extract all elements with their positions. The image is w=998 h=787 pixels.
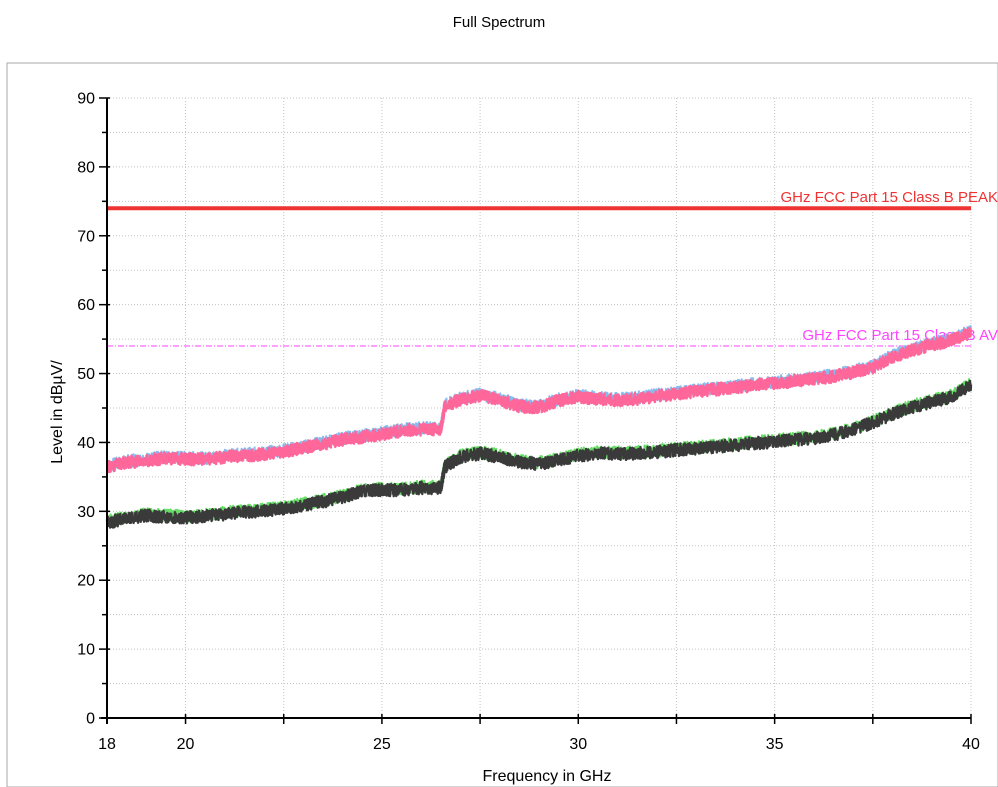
y-tick-label: 50 [77, 366, 95, 383]
series-line-2 [105, 327, 973, 474]
chart-frame [6, 62, 998, 787]
x-tick-label: 25 [373, 736, 391, 753]
x-tick-label: 18 [98, 736, 116, 753]
axes: 0 10 20 30 40 50 60 70 80 90 18 20 25 30 35 40 [77, 91, 980, 754]
x-tick-label: 35 [766, 736, 784, 753]
x-tick-label: 20 [177, 736, 195, 753]
chart-title: Full Spectrum [453, 14, 546, 31]
y-tick-label: 60 [77, 297, 95, 314]
y-tick-label: 0 [86, 711, 95, 728]
limit-line-label: GHz FCC Part 15 Class B PEAK [780, 189, 998, 206]
data-series [105, 325, 973, 529]
y-axis-title: Level in dBµV/ [49, 360, 66, 464]
x-tick-label: 30 [569, 736, 587, 753]
y-tick-label: 30 [77, 504, 95, 521]
y-tick-label: 90 [77, 91, 95, 108]
y-tick-label: 10 [77, 642, 95, 659]
y-tick-label: 80 [77, 159, 95, 176]
y-tick-label: 40 [77, 435, 95, 452]
y-tick-label: 70 [77, 228, 95, 245]
y-tick-label: 20 [77, 573, 95, 590]
series-line-4 [105, 379, 973, 529]
x-tick-label: 40 [962, 736, 980, 753]
x-axis-title: Frequency in GHz [483, 768, 612, 785]
